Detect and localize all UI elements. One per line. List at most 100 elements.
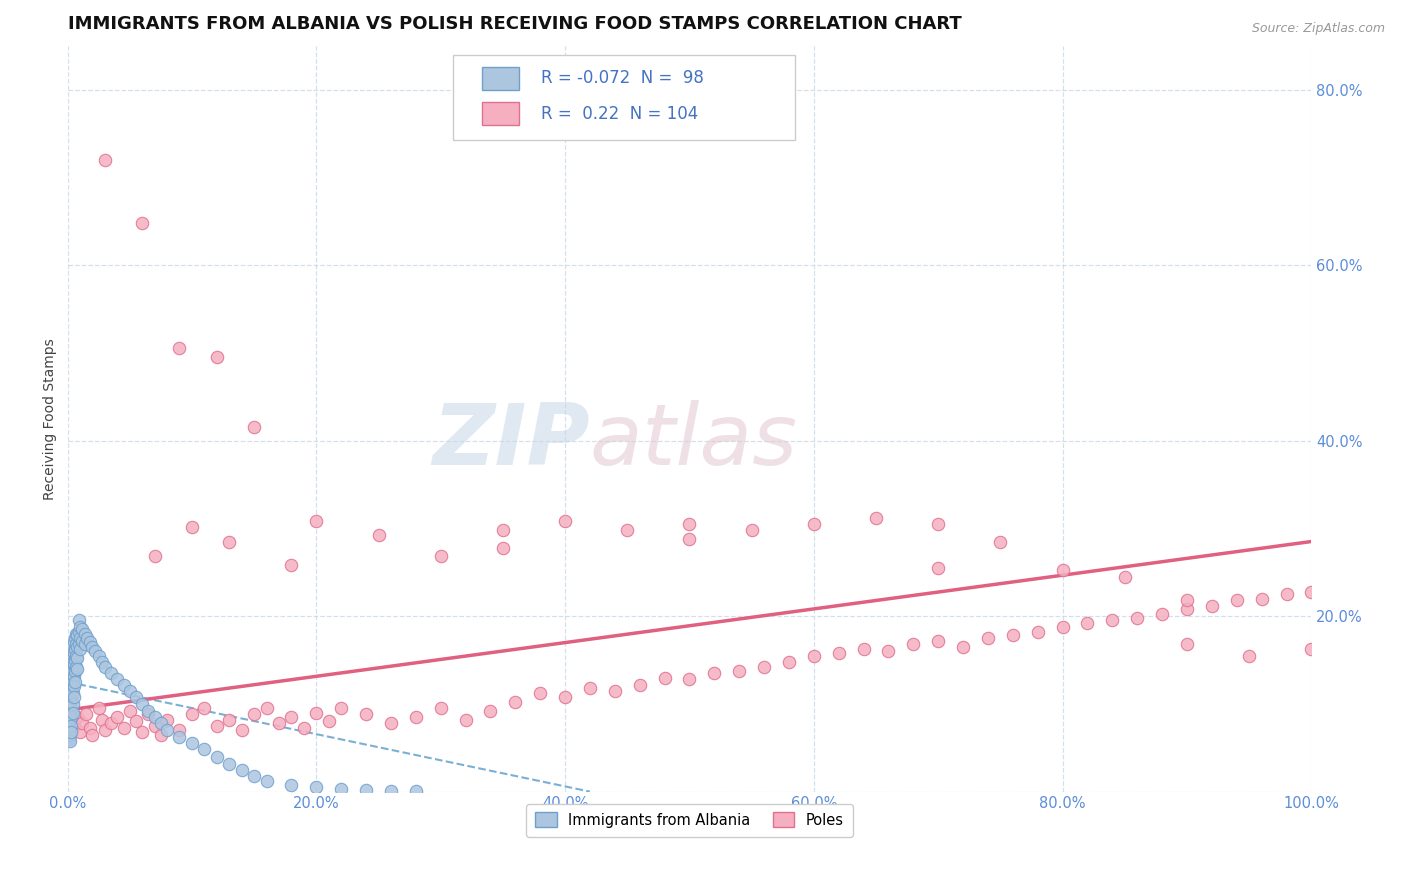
- Point: [59, 728, 82, 742]
- Point: [367, 528, 389, 542]
- Point: [65, 648, 87, 663]
- Point: [87, 701, 110, 715]
- Point: [65, 637, 87, 651]
- Point: [62, 719, 84, 733]
- Point: [69, 642, 91, 657]
- Point: [330, 782, 353, 797]
- Point: [267, 716, 290, 731]
- Point: [616, 523, 638, 537]
- Text: ZIP: ZIP: [432, 400, 591, 483]
- Point: [125, 690, 148, 704]
- Point: [803, 648, 825, 663]
- Point: [205, 350, 228, 364]
- Point: [865, 511, 887, 525]
- Point: [280, 778, 302, 792]
- Point: [138, 704, 160, 718]
- Point: [62, 686, 84, 700]
- Point: [193, 742, 215, 756]
- Point: [62, 644, 84, 658]
- Point: [380, 716, 402, 731]
- Text: R = -0.072  N =  98: R = -0.072 N = 98: [541, 70, 704, 87]
- Point: [318, 714, 340, 729]
- Point: [58, 671, 80, 685]
- Point: [62, 674, 84, 689]
- Point: [62, 669, 84, 683]
- Point: [156, 723, 179, 738]
- Point: [305, 706, 328, 720]
- Point: [292, 722, 315, 736]
- Point: [678, 673, 700, 687]
- Point: [67, 614, 90, 628]
- Point: [243, 769, 266, 783]
- Point: [60, 690, 83, 704]
- FancyBboxPatch shape: [453, 54, 796, 140]
- Point: [59, 733, 82, 747]
- Point: [778, 655, 800, 669]
- Point: [169, 342, 191, 356]
- Point: [79, 635, 101, 649]
- Point: [741, 523, 763, 537]
- Point: [628, 677, 651, 691]
- Point: [927, 516, 949, 531]
- Point: [1250, 591, 1272, 606]
- Point: [125, 714, 148, 729]
- Point: [131, 697, 153, 711]
- Point: [990, 534, 1012, 549]
- Point: [728, 664, 751, 678]
- Point: [62, 706, 84, 720]
- Point: [62, 697, 84, 711]
- Point: [66, 710, 89, 724]
- Point: [82, 728, 104, 742]
- Point: [94, 660, 117, 674]
- Point: [703, 666, 725, 681]
- Point: [405, 710, 427, 724]
- Point: [803, 516, 825, 531]
- Point: [58, 719, 80, 733]
- Point: [149, 716, 172, 731]
- Point: [143, 549, 166, 564]
- Point: [83, 644, 105, 658]
- Text: atlas: atlas: [591, 400, 799, 483]
- Point: [529, 686, 551, 700]
- Point: [60, 681, 83, 695]
- Point: [72, 622, 94, 636]
- Text: R =  0.22  N = 104: R = 0.22 N = 104: [541, 104, 699, 122]
- Point: [1052, 619, 1074, 633]
- Point: [59, 722, 82, 736]
- Point: [73, 637, 96, 651]
- Point: [1301, 584, 1323, 599]
- Point: [112, 722, 135, 736]
- Point: [58, 723, 80, 738]
- Point: [479, 704, 502, 718]
- Point: [256, 701, 278, 715]
- Point: [65, 660, 87, 674]
- Point: [603, 683, 626, 698]
- Point: [62, 655, 84, 669]
- Point: [305, 780, 328, 795]
- Point: [60, 648, 83, 663]
- Point: [100, 716, 122, 731]
- Point: [1237, 648, 1260, 663]
- Point: [69, 725, 91, 739]
- Point: [143, 710, 166, 724]
- Point: [454, 713, 477, 727]
- Point: [87, 648, 110, 663]
- Point: [1226, 593, 1249, 607]
- Point: [105, 710, 128, 724]
- Point: [678, 532, 700, 546]
- Point: [554, 514, 576, 528]
- Point: [492, 523, 515, 537]
- Point: [94, 723, 117, 738]
- Point: [852, 642, 875, 657]
- Point: [877, 644, 900, 658]
- Point: [1101, 614, 1123, 628]
- Point: [62, 657, 84, 672]
- Point: [73, 626, 96, 640]
- Point: [218, 534, 240, 549]
- Point: [1175, 602, 1198, 616]
- Point: [62, 635, 84, 649]
- Point: [62, 690, 84, 704]
- Point: [181, 736, 204, 750]
- Point: [218, 713, 240, 727]
- Point: [305, 514, 328, 528]
